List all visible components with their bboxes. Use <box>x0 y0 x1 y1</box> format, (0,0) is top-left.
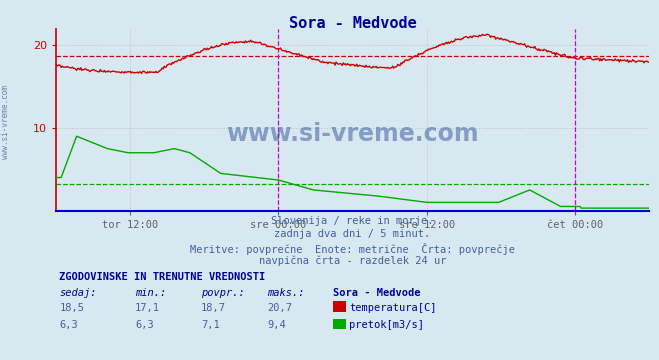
Text: 20,7: 20,7 <box>267 303 292 313</box>
Text: 17,1: 17,1 <box>135 303 160 313</box>
Text: 9,4: 9,4 <box>267 320 285 330</box>
Text: maks.:: maks.: <box>267 288 304 298</box>
Text: ZGODOVINSKE IN TRENUTNE VREDNOSTI: ZGODOVINSKE IN TRENUTNE VREDNOSTI <box>59 272 266 282</box>
Text: zadnja dva dni / 5 minut.: zadnja dva dni / 5 minut. <box>274 229 431 239</box>
Text: 6,3: 6,3 <box>135 320 154 330</box>
Text: www.si-vreme.com: www.si-vreme.com <box>1 85 10 159</box>
Text: Sora - Medvode: Sora - Medvode <box>333 288 420 298</box>
Text: 18,7: 18,7 <box>201 303 226 313</box>
Text: 7,1: 7,1 <box>201 320 219 330</box>
Text: sedaj:: sedaj: <box>59 288 97 298</box>
Text: min.:: min.: <box>135 288 166 298</box>
Text: temperatura[C]: temperatura[C] <box>349 303 437 313</box>
Text: Sora - Medvode: Sora - Medvode <box>289 16 416 31</box>
Text: Meritve: povprečne  Enote: metrične  Črta: povprečje: Meritve: povprečne Enote: metrične Črta:… <box>190 243 515 255</box>
Text: pretok[m3/s]: pretok[m3/s] <box>349 320 424 330</box>
Text: www.si-vreme.com: www.si-vreme.com <box>226 122 479 146</box>
Text: Slovenija / reke in morje.: Slovenija / reke in morje. <box>272 216 434 226</box>
Text: povpr.:: povpr.: <box>201 288 244 298</box>
Text: 18,5: 18,5 <box>59 303 84 313</box>
Text: 6,3: 6,3 <box>59 320 78 330</box>
Text: navpična črta - razdelek 24 ur: navpična črta - razdelek 24 ur <box>259 256 446 266</box>
